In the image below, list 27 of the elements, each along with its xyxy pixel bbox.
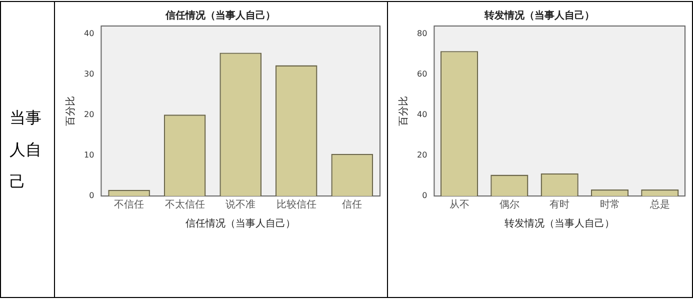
y-axis-title: 百分比 — [397, 96, 410, 126]
y-tick-label: 10 — [83, 150, 94, 160]
y-tick-label: 0 — [88, 191, 94, 200]
x-tick-label: 信任 — [342, 198, 362, 211]
x-tick-label: 时常 — [599, 198, 620, 211]
x-tick-label: 不信任 — [114, 198, 144, 211]
text: 当事人自己 — [10, 106, 42, 192]
chart-title: 转发情况（当事人自己） — [483, 10, 594, 22]
x-tick-label: 有时 — [549, 198, 570, 211]
x-tick-label: 不太信任 — [164, 198, 204, 211]
y-axis-title: 百分比 — [64, 96, 76, 126]
x-axis-title: 信任情况（当事人自己） — [185, 218, 296, 230]
x-tick-label: 比较信任 — [276, 198, 316, 211]
y-tick-label: 0 — [422, 191, 427, 200]
y-tick-label: 20 — [416, 150, 427, 160]
x-tick-label: 总是 — [648, 198, 670, 211]
y-tick-label: 40 — [83, 29, 94, 38]
y-tick-label: 20 — [83, 110, 94, 120]
x-tick-label: 说不准 — [225, 198, 256, 211]
y-tick-label: 40 — [416, 110, 427, 120]
y-tick-label: 30 — [83, 70, 94, 79]
x-axis-title: 转发情况（当事人自己） — [504, 218, 614, 230]
y-tick-label: 80 — [416, 29, 427, 38]
chart-title: 信任情况（当事人自己） — [164, 10, 275, 22]
y-tick-label: 60 — [416, 70, 427, 79]
x-tick-label: 从不 — [448, 198, 469, 211]
x-tick-label: 偶尔 — [498, 198, 519, 211]
